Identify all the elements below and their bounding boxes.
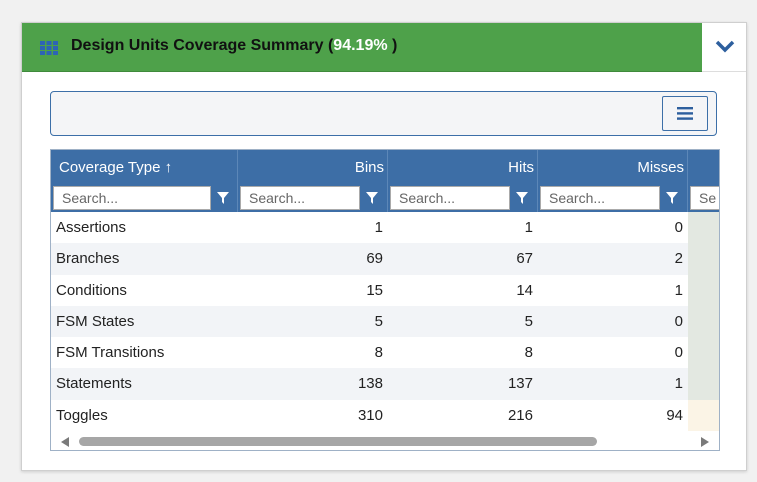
cell-misses: 2 xyxy=(674,250,683,268)
cell-type: Branches xyxy=(56,250,120,268)
column-header-bins[interactable]: Bins Search... xyxy=(238,150,388,212)
cell-bins: 1 xyxy=(374,219,383,236)
grid-toolbar xyxy=(50,91,717,136)
column-header-misses[interactable]: Misses Search... xyxy=(538,150,688,212)
column-label[interactable]: Bins xyxy=(354,159,384,176)
misses-search-input[interactable]: Search... xyxy=(540,186,660,210)
table-header: Coverage Type ↑ Search... Bins Search...… xyxy=(51,150,719,212)
collapse-button[interactable] xyxy=(702,23,746,72)
cell-bins: 138 xyxy=(357,375,383,393)
cell-hits: 8 xyxy=(524,344,533,362)
cell-hits: 5 xyxy=(524,312,533,330)
cell-misses: 0 xyxy=(674,219,683,236)
filter-icon[interactable] xyxy=(660,186,684,210)
cell-misses: 94 xyxy=(666,406,683,424)
table-row[interactable]: FSM States 5 5 0 xyxy=(51,305,719,338)
scroll-thumb[interactable] xyxy=(79,437,597,446)
column-header-hits[interactable]: Hits Search... xyxy=(388,150,538,212)
cell-hits: 1 xyxy=(524,219,533,236)
column-menu-button[interactable] xyxy=(662,96,708,131)
cell-bins: 8 xyxy=(374,344,383,362)
cell-hits: 137 xyxy=(507,375,533,393)
cell-type: FSM Transitions xyxy=(56,344,165,362)
cell-partial xyxy=(688,337,719,369)
filter-icon[interactable] xyxy=(211,186,235,210)
filter-icon[interactable] xyxy=(360,186,384,210)
cell-misses: 1 xyxy=(674,375,683,393)
title-text: Design Units Coverage Summary ( xyxy=(71,37,334,54)
cell-type: FSM States xyxy=(56,312,135,330)
column-label[interactable]: Misses xyxy=(637,159,684,176)
cell-hits: 67 xyxy=(516,250,533,268)
scroll-left-icon[interactable] xyxy=(61,437,69,447)
grid-icon xyxy=(40,41,58,55)
cell-type: Conditions xyxy=(56,281,127,299)
table-body: Assertions 1 1 0 Branches 69 67 2 Condit… xyxy=(51,212,719,432)
cell-bins: 69 xyxy=(366,250,383,268)
column-label[interactable]: Coverage Type ↑ xyxy=(59,159,173,176)
cell-partial xyxy=(688,399,719,432)
hits-search-input[interactable]: Search... xyxy=(390,186,510,210)
cell-bins: 5 xyxy=(374,312,383,330)
chevron-down-icon xyxy=(715,40,735,53)
table-row[interactable]: Assertions 1 1 0 xyxy=(51,212,719,244)
cell-partial xyxy=(688,212,719,244)
cell-type: Assertions xyxy=(56,219,127,236)
coverage-summary-panel: Design Units Coverage Summary (94.19% ) … xyxy=(21,22,747,471)
cell-partial xyxy=(688,305,719,338)
cell-bins: 15 xyxy=(366,281,383,299)
cell-partial xyxy=(688,274,719,306)
scroll-right-icon[interactable] xyxy=(701,437,709,447)
table-row[interactable]: Conditions 15 14 1 xyxy=(51,274,719,306)
cell-misses: 0 xyxy=(674,344,683,362)
table-row[interactable]: Toggles 310 216 94 xyxy=(51,399,719,432)
cell-hits: 216 xyxy=(507,406,533,424)
cell-hits: 14 xyxy=(516,281,533,299)
cell-misses: 0 xyxy=(674,312,683,330)
panel-header[interactable]: Design Units Coverage Summary (94.19% ) xyxy=(22,23,702,72)
cell-partial xyxy=(688,368,719,400)
cell-bins: 310 xyxy=(357,406,383,424)
partial-search-input[interactable]: Se xyxy=(690,186,719,210)
column-header-partial[interactable]: Se xyxy=(688,150,719,212)
cell-misses: 1 xyxy=(674,281,683,299)
column-label[interactable]: Hits xyxy=(508,159,534,176)
table-row[interactable]: Statements 138 137 1 xyxy=(51,368,719,400)
filter-icon[interactable] xyxy=(510,186,534,210)
cell-partial xyxy=(688,243,719,275)
cell-type: Statements xyxy=(56,375,132,393)
coverage-percent: 94.19% xyxy=(333,37,388,54)
cell-type: Toggles xyxy=(56,406,108,424)
hamburger-menu-icon xyxy=(677,107,693,120)
title-close: ) xyxy=(392,37,398,54)
table-row[interactable]: Branches 69 67 2 xyxy=(51,243,719,275)
coverage-table: Coverage Type ↑ Search... Bins Search...… xyxy=(50,149,720,451)
column-header-coverage-type[interactable]: Coverage Type ↑ Search... xyxy=(51,150,238,212)
horizontal-scrollbar[interactable] xyxy=(51,432,719,450)
coverage-type-search-input[interactable]: Search... xyxy=(53,186,211,210)
bins-search-input[interactable]: Search... xyxy=(240,186,360,210)
panel-title: Design Units Coverage Summary (94.19% ) xyxy=(71,37,397,55)
table-row[interactable]: FSM Transitions 8 8 0 xyxy=(51,337,719,369)
